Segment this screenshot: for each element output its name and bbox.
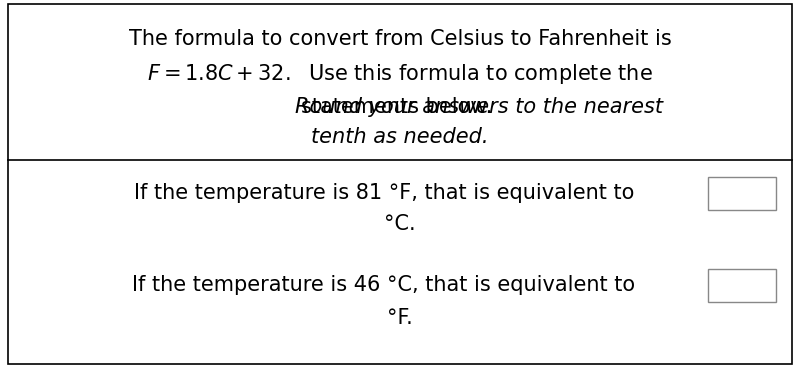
Text: °F.: °F. [387,308,413,328]
Text: statements below.: statements below. [301,97,499,117]
Text: Round your answers to the nearest: Round your answers to the nearest [137,97,663,117]
FancyBboxPatch shape [8,4,792,364]
Text: The formula to convert from Celsius to Fahrenheit is: The formula to convert from Celsius to F… [129,29,671,49]
Text: tenth as needed.: tenth as needed. [311,127,489,147]
Text: °C.: °C. [384,215,416,234]
Text: If the temperature is 46 °C, that is equivalent to: If the temperature is 46 °C, that is equ… [133,275,635,295]
Text: If the temperature is 81 °F, that is equivalent to: If the temperature is 81 °F, that is equ… [134,183,634,203]
FancyBboxPatch shape [708,269,776,302]
Text: $F = 1.8C + 32.$  Use this formula to complete the: $F = 1.8C + 32.$ Use this formula to com… [147,61,653,86]
FancyBboxPatch shape [708,177,776,210]
